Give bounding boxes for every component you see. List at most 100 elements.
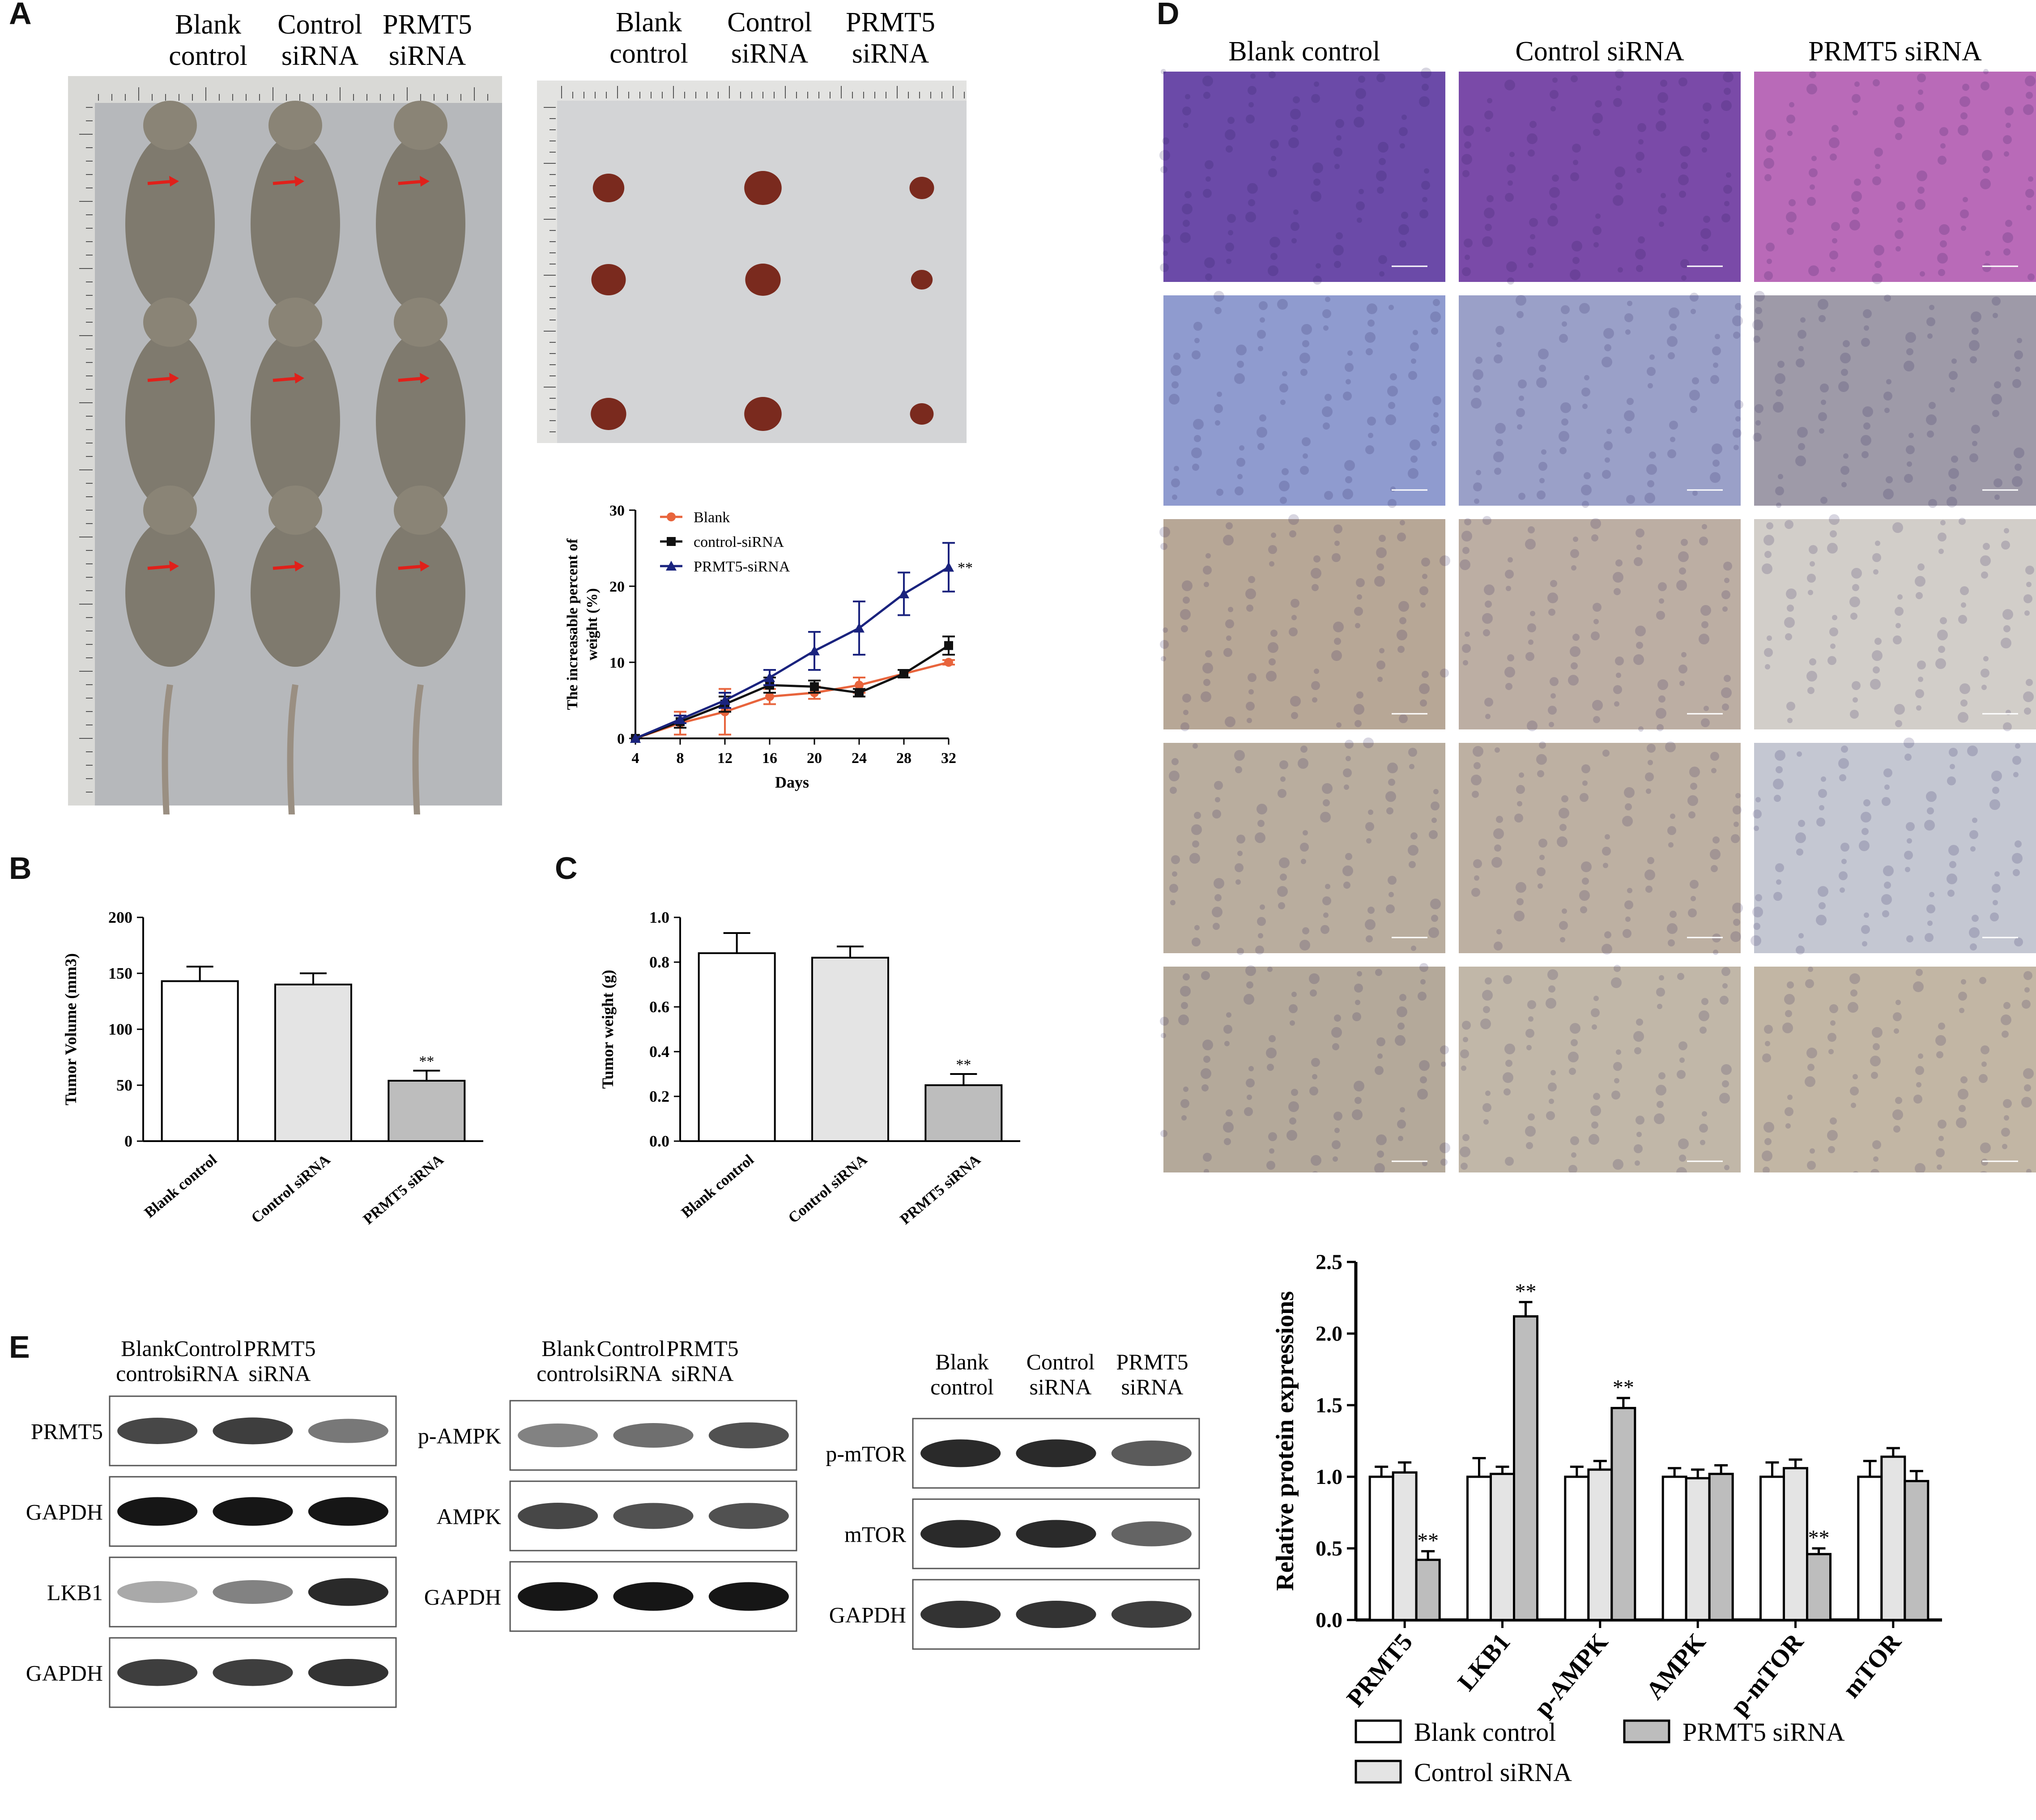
blot-band xyxy=(613,1582,694,1611)
bar-mTOR-Blank control xyxy=(1857,1475,1883,1621)
blot-band xyxy=(518,1424,598,1447)
bar-p-AMPK-Control siRNA xyxy=(1587,1468,1613,1621)
blot-row-label: AMPK xyxy=(437,1504,501,1529)
red-arrow-head xyxy=(420,373,430,384)
bar-AMPK-Blank control xyxy=(1661,1475,1687,1621)
x-tick-label: 20 xyxy=(807,750,822,767)
blot-band xyxy=(518,1503,598,1529)
photo-ruler-left xyxy=(68,76,95,806)
data-point xyxy=(943,562,954,572)
red-arrow-head xyxy=(294,373,304,384)
x-tick-label: 8 xyxy=(677,750,684,767)
series-line-control-siRNA xyxy=(635,644,950,740)
excised-tumor xyxy=(591,398,626,430)
bar-LKB1-Blank control xyxy=(1466,1475,1492,1621)
tumor-weight-bar-chart: 0.0 0.2 0.4 0.6 0.8 1.0 Tumor weight (g) Blank … xyxy=(599,908,1020,1228)
blot-row-label: PRMT5 xyxy=(31,1419,103,1444)
blot-column-label: Control siRNA xyxy=(174,1336,243,1386)
legend-label: Control siRNA xyxy=(1414,1758,1572,1787)
blot-band xyxy=(117,1581,198,1603)
y-tick-label: 2.0 xyxy=(1316,1322,1342,1346)
mouse-body xyxy=(125,134,215,313)
y-tick-label: 2.5 xyxy=(1316,1250,1342,1274)
mice-column-label: Blank control xyxy=(169,9,247,71)
x-tick-label: 32 xyxy=(941,750,956,767)
blot-row-label: GAPDH xyxy=(26,1500,103,1525)
blot-band xyxy=(308,1578,388,1606)
mice-photo-figure: Blank control Control siRNA PRMT5 siRNA xyxy=(68,9,502,814)
mouse-body xyxy=(251,134,340,313)
histology-tile xyxy=(1459,967,1741,1172)
y-axis-label: Tumor Volume (mm3) xyxy=(62,953,80,1105)
significance-mark: ** xyxy=(958,560,973,576)
y-axis-label: Relative protein expressions xyxy=(1271,1291,1299,1591)
data-point xyxy=(809,645,820,656)
mice-column-label: Control siRNA xyxy=(277,9,362,71)
histology-tile xyxy=(1163,295,1445,506)
bar-p-mTOR-Control siRNA xyxy=(1783,1467,1808,1621)
histology-tile xyxy=(1754,295,2036,506)
mouse-head xyxy=(268,486,322,535)
excised-tumor xyxy=(910,403,934,425)
blot-column-label: PRMT5 siRNA xyxy=(666,1336,738,1386)
blot-band xyxy=(708,1582,789,1611)
blot-band xyxy=(213,1497,293,1526)
x-tick-label: AMPK xyxy=(1641,1628,1712,1705)
y-tick-label: 0.0 xyxy=(1316,1608,1342,1632)
tumor-column-label: PRMT5 siRNA xyxy=(846,7,935,69)
blot-column-label: Control siRNA xyxy=(597,1336,665,1386)
blot-band xyxy=(117,1418,198,1444)
bar-PRMT5 siRNA xyxy=(924,1084,1003,1142)
red-arrow-head xyxy=(420,176,430,187)
mouse-head xyxy=(394,101,447,150)
histology-tile xyxy=(1754,72,2036,282)
bar-p-mTOR-Blank control xyxy=(1759,1475,1785,1621)
blot-column-label: Blank control xyxy=(930,1349,994,1399)
blot-row-label: mTOR xyxy=(844,1522,907,1547)
bar-Blank control xyxy=(161,980,239,1142)
blot-band xyxy=(308,1497,388,1526)
x-tick-label: 16 xyxy=(762,750,777,767)
blot-row-label: p-AMPK xyxy=(418,1424,501,1449)
blot-column-label: PRMT5 siRNA xyxy=(243,1336,315,1386)
legend-label: control-siRNA xyxy=(694,534,784,550)
histology-tile xyxy=(1754,743,2036,953)
red-arrow-head xyxy=(294,561,304,571)
y-axis-label: Tumor weight (g) xyxy=(599,970,617,1089)
blot-column-label: Blank control xyxy=(116,1336,179,1386)
blot-band xyxy=(213,1417,293,1445)
blot-band xyxy=(117,1659,198,1686)
blot-band xyxy=(213,1659,293,1686)
blot-band xyxy=(920,1601,1001,1628)
mouse-body xyxy=(125,331,215,510)
legend-swatch xyxy=(1354,1719,1402,1743)
histology-tile xyxy=(1163,967,1445,1172)
mouse-body xyxy=(376,331,465,510)
x-tick-label: Control siRNA xyxy=(785,1151,871,1226)
data-point xyxy=(899,669,908,678)
red-arrow-head xyxy=(169,176,179,187)
x-tick-label: 4 xyxy=(632,750,639,767)
bar-mTOR-Control siRNA xyxy=(1880,1455,1906,1621)
blot-band xyxy=(1016,1520,1096,1548)
data-point xyxy=(855,688,864,697)
y-tick-label: 30 xyxy=(609,503,625,519)
excised-tumor xyxy=(592,174,625,202)
mouse-tail xyxy=(287,684,298,814)
blot-band xyxy=(613,1423,694,1448)
y-tick-label: 50 xyxy=(116,1076,132,1094)
x-tick-label: LKB1 xyxy=(1452,1628,1516,1696)
histology-tile xyxy=(1754,519,2036,729)
histology-column-label: PRMT5 siRNA xyxy=(1808,36,1982,67)
bar-PRMT5-PRMT5 siRNA xyxy=(1415,1559,1441,1621)
blot-band xyxy=(308,1659,388,1686)
histology-tile xyxy=(1163,519,1445,729)
blot-band xyxy=(213,1580,293,1604)
legend-swatch xyxy=(1354,1760,1402,1784)
histology-tile xyxy=(1459,519,1741,729)
data-point xyxy=(944,658,953,667)
bar-AMPK-Control siRNA xyxy=(1685,1477,1711,1621)
legend-label: Blank xyxy=(694,509,730,526)
